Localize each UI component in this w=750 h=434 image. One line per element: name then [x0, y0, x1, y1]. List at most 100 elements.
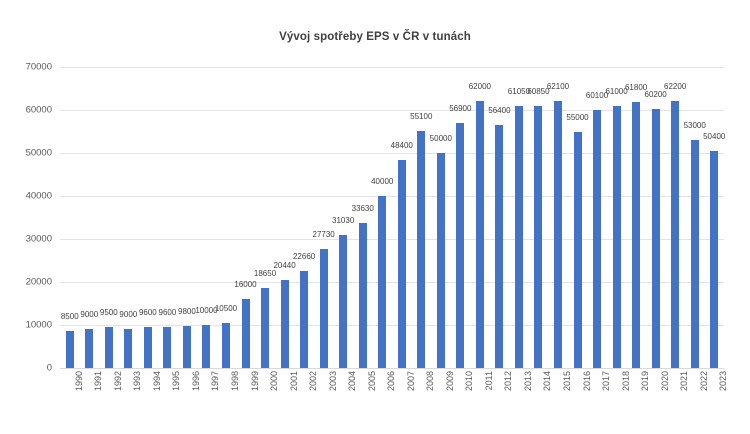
bar-group[interactable]: 18650: [254, 67, 276, 368]
bar[interactable]: [221, 322, 230, 368]
bar-group[interactable]: 61000: [605, 67, 628, 368]
bar[interactable]: [651, 109, 660, 368]
bar[interactable]: [261, 287, 270, 368]
x-axis: 1990 1991 1992 1993 1994 1995 1996 1997 1998 1999…: [60, 371, 728, 431]
x-axis-tick-label: 2019: [640, 371, 650, 391]
bar-group[interactable]: 53000: [684, 67, 706, 368]
bar[interactable]: [85, 329, 94, 368]
bar[interactable]: [300, 270, 309, 368]
bar[interactable]: [104, 327, 113, 368]
bar[interactable]: [710, 151, 719, 368]
bar-value-label: 60200: [644, 90, 667, 100]
bar-group[interactable]: 33630: [352, 67, 374, 368]
bar-group[interactable]: 50000: [430, 67, 452, 368]
bar[interactable]: [436, 153, 445, 368]
bar[interactable]: [124, 329, 133, 368]
bar[interactable]: [417, 131, 426, 368]
bar[interactable]: [534, 106, 543, 368]
bar-value-label: 9600: [158, 307, 177, 317]
bar-value-label: 60850: [527, 87, 550, 97]
x-axis-tick-label: 2002: [308, 371, 318, 391]
x-axis-tick-text: 1997: [210, 371, 221, 392]
bar[interactable]: [553, 100, 562, 368]
bar-group[interactable]: 20440: [273, 67, 296, 368]
bar[interactable]: [690, 140, 699, 368]
bar[interactable]: [358, 223, 367, 368]
bar-value-label: 56900: [449, 104, 472, 114]
bar[interactable]: [182, 325, 191, 368]
bar-group[interactable]: 9500: [99, 67, 119, 368]
bar-group[interactable]: 9800: [177, 67, 197, 368]
bar[interactable]: [65, 331, 74, 368]
bar-group[interactable]: 60850: [527, 67, 550, 368]
x-axis-tick-text: 1995: [171, 371, 182, 392]
bar-group[interactable]: 40000: [371, 67, 393, 368]
x-axis-tick-text: 2017: [601, 371, 612, 392]
bar-value-label: 62100: [546, 81, 570, 91]
bar[interactable]: [397, 159, 406, 368]
bar[interactable]: [593, 109, 602, 368]
bar[interactable]: [319, 248, 328, 368]
x-axis-tick-text: 2008: [425, 371, 436, 392]
bar-group[interactable]: 62000: [468, 67, 491, 368]
x-axis-tick-label: 2022: [699, 371, 709, 391]
bar-group[interactable]: 50400: [703, 67, 726, 368]
bar-group[interactable]: 31030: [332, 67, 354, 368]
bar[interactable]: [573, 131, 582, 368]
bar-group[interactable]: 9000: [119, 67, 139, 368]
bar-group[interactable]: 56900: [449, 67, 472, 368]
bar-value-label: 27730: [312, 229, 335, 239]
bar[interactable]: [241, 299, 250, 368]
bar-group[interactable]: 62100: [546, 67, 570, 368]
bar-group[interactable]: 60100: [586, 67, 608, 368]
bar-group[interactable]: 56400: [488, 67, 511, 368]
y-axis-tick-label: 60000: [25, 104, 52, 116]
x-axis-tick-text: 2019: [640, 371, 651, 392]
bar[interactable]: [632, 102, 641, 368]
bar-value-label: 10500: [214, 303, 238, 313]
bar-group[interactable]: 16000: [234, 67, 257, 368]
bar[interactable]: [378, 196, 387, 368]
bar-group[interactable]: 61800: [625, 67, 647, 368]
bar-group[interactable]: 9600: [158, 67, 178, 368]
x-axis-tick-text: 2004: [347, 371, 358, 392]
bar-group[interactable]: 60200: [644, 67, 667, 368]
bar-group[interactable]: 9600: [138, 67, 158, 368]
bar[interactable]: [671, 100, 680, 368]
x-axis-tick-label: 1991: [93, 371, 103, 391]
bar-group[interactable]: 48400: [391, 67, 413, 368]
bar[interactable]: [514, 105, 523, 368]
bar[interactable]: [143, 326, 152, 368]
bar-group[interactable]: 62200: [664, 67, 686, 368]
x-axis-tick-label: 2000: [269, 371, 279, 391]
x-axis-tick-label: 2023: [718, 371, 728, 391]
x-axis-tick-text: 1998: [230, 371, 240, 392]
x-axis-tick-text: 2005: [366, 371, 377, 392]
gridline: [60, 110, 724, 111]
bar-group[interactable]: 10000: [195, 67, 218, 368]
bar-group[interactable]: 8500: [60, 67, 80, 368]
gridline: [60, 67, 724, 68]
bar-value-label: 62000: [468, 82, 491, 92]
bar[interactable]: [339, 234, 348, 368]
bar-value-label: 9000: [80, 310, 99, 320]
bar[interactable]: [612, 105, 621, 368]
bar-group[interactable]: 61050: [508, 67, 530, 368]
bar[interactable]: [202, 325, 211, 368]
bar-value-label: 50400: [703, 132, 726, 142]
bar-group[interactable]: 22660: [293, 67, 315, 368]
x-axis-tick-text: 2020: [659, 371, 670, 392]
y-axis-tick-label: 0: [46, 362, 52, 374]
x-axis-tick-label: 2015: [562, 371, 572, 391]
x-axis-tick-text: 2009: [444, 371, 455, 392]
bar-group[interactable]: 27730: [312, 67, 335, 368]
bar-group[interactable]: 55000: [566, 67, 589, 368]
bar[interactable]: [495, 125, 504, 368]
bar[interactable]: [280, 280, 289, 368]
bar-group[interactable]: 55100: [410, 67, 432, 368]
bar[interactable]: [163, 326, 172, 368]
bar[interactable]: [456, 123, 465, 368]
bar-group[interactable]: 10500: [214, 67, 238, 368]
bar-group[interactable]: 9000: [80, 67, 100, 368]
bar[interactable]: [475, 101, 484, 368]
